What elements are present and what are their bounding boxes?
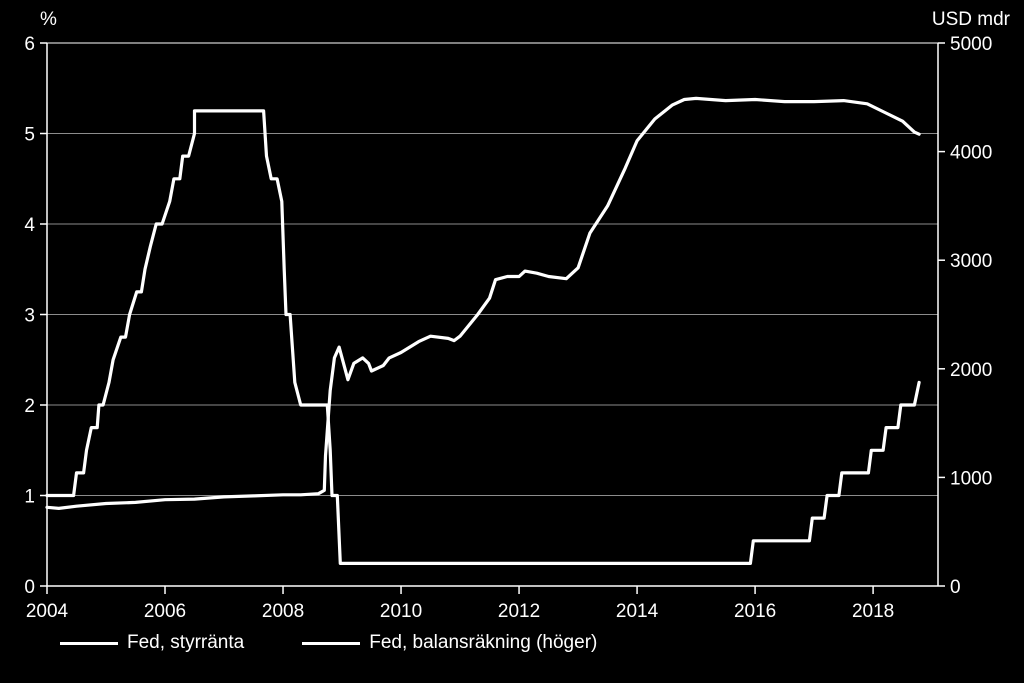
grid-lines xyxy=(47,133,938,496)
x-tick-label: 2012 xyxy=(498,601,540,622)
right-tick-label: 2000 xyxy=(950,360,992,381)
x-tick-label: 2004 xyxy=(26,601,69,622)
left-tick-label: 4 xyxy=(24,215,35,236)
left-axis-unit: % xyxy=(40,9,57,30)
left-tick-label: 5 xyxy=(24,125,35,146)
series-line-policy-rate xyxy=(45,109,921,566)
series-line-balance-sheet xyxy=(45,96,921,510)
legend-label-balance-sheet: Fed, balansräkning (höger) xyxy=(369,632,598,653)
right-tick-label: 0 xyxy=(950,577,961,598)
left-tick-label: 0 xyxy=(24,577,35,598)
legend-swatch-policy-rate xyxy=(60,641,118,645)
left-tick-label: 2 xyxy=(24,396,35,417)
legend-swatch-balance-sheet xyxy=(302,641,361,645)
series-layer xyxy=(45,96,921,566)
legend-item-policy-rate: Fed, styrränta xyxy=(60,632,244,654)
x-tick-label: 2016 xyxy=(734,601,776,622)
legend-item-balance-sheet: Fed, balansräkning (höger) xyxy=(302,632,597,654)
x-tick-label: 2006 xyxy=(144,601,186,622)
right-tick-label: 5000 xyxy=(950,34,992,55)
right-tick-label: 3000 xyxy=(950,251,992,272)
x-tick-label: 2018 xyxy=(852,601,894,622)
x-tick-label: 2014 xyxy=(616,601,659,622)
x-tick-label: 2008 xyxy=(262,601,304,622)
left-tick-label: 3 xyxy=(24,306,35,327)
axes: 0 1 2 3 4 5 6 0 1000 2000 3000 4000 5000 2004 2006 2008… xyxy=(24,34,992,622)
legend: Fed, styrränta Fed, balansräkning (höger… xyxy=(60,632,597,654)
right-axis-unit: USD mdr xyxy=(932,9,1011,30)
left-tick-label: 1 xyxy=(24,487,35,508)
legend-label-policy-rate: Fed, styrränta xyxy=(127,632,245,653)
left-tick-label: 6 xyxy=(24,34,35,55)
right-tick-label: 4000 xyxy=(950,143,992,164)
x-tick-label: 2010 xyxy=(380,601,422,622)
right-tick-label: 1000 xyxy=(950,468,992,489)
